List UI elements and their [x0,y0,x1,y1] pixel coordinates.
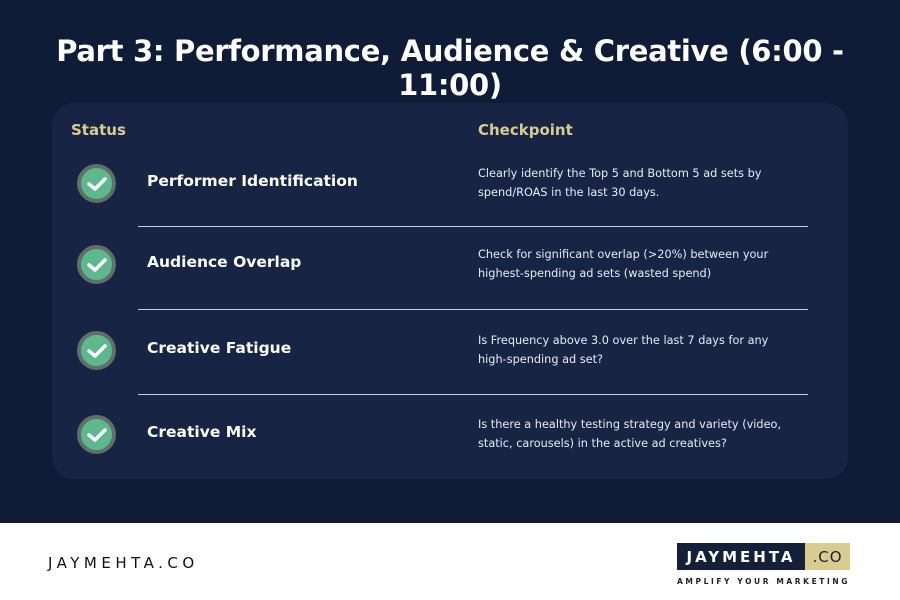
brand-text: JAYMEHTA.CO [48,554,199,572]
check-circle-icon [77,331,116,370]
check-circle-icon [77,415,116,454]
logo-suffix: .CO [805,543,850,570]
checkpoint-name: Performer Identification [147,172,358,190]
checkpoint-name: Creative Fatigue [147,339,292,357]
row-divider [138,394,808,395]
row-divider [138,309,808,310]
row-divider [138,226,808,227]
status-header: Status [71,121,126,139]
page-title: Part 3: Performance, Audience & Creative… [56,34,844,102]
checkpoint-description: Check for significant overlap (>20%) bet… [478,248,769,280]
logo-main: JAYMEHTA [677,543,805,570]
logo: JAYMEHTA .CO [677,543,850,570]
checklist-card [52,103,848,479]
checkpoint-description: Is there a healthy testing strategy and … [478,418,782,450]
check-circle-icon [77,164,116,203]
check-circle-icon [77,245,116,284]
tagline: AMPLIFY YOUR MARKETING [677,577,851,586]
checkpoint-description: Clearly identify the Top 5 and Bottom 5 … [478,167,762,199]
checkpoint-description: Is Frequency above 3.0 over the last 7 d… [478,334,769,366]
checkpoint-name: Audience Overlap [147,253,302,271]
checkpoint-name: Creative Mix [147,423,257,441]
checkpoint-header: Checkpoint [478,121,573,139]
